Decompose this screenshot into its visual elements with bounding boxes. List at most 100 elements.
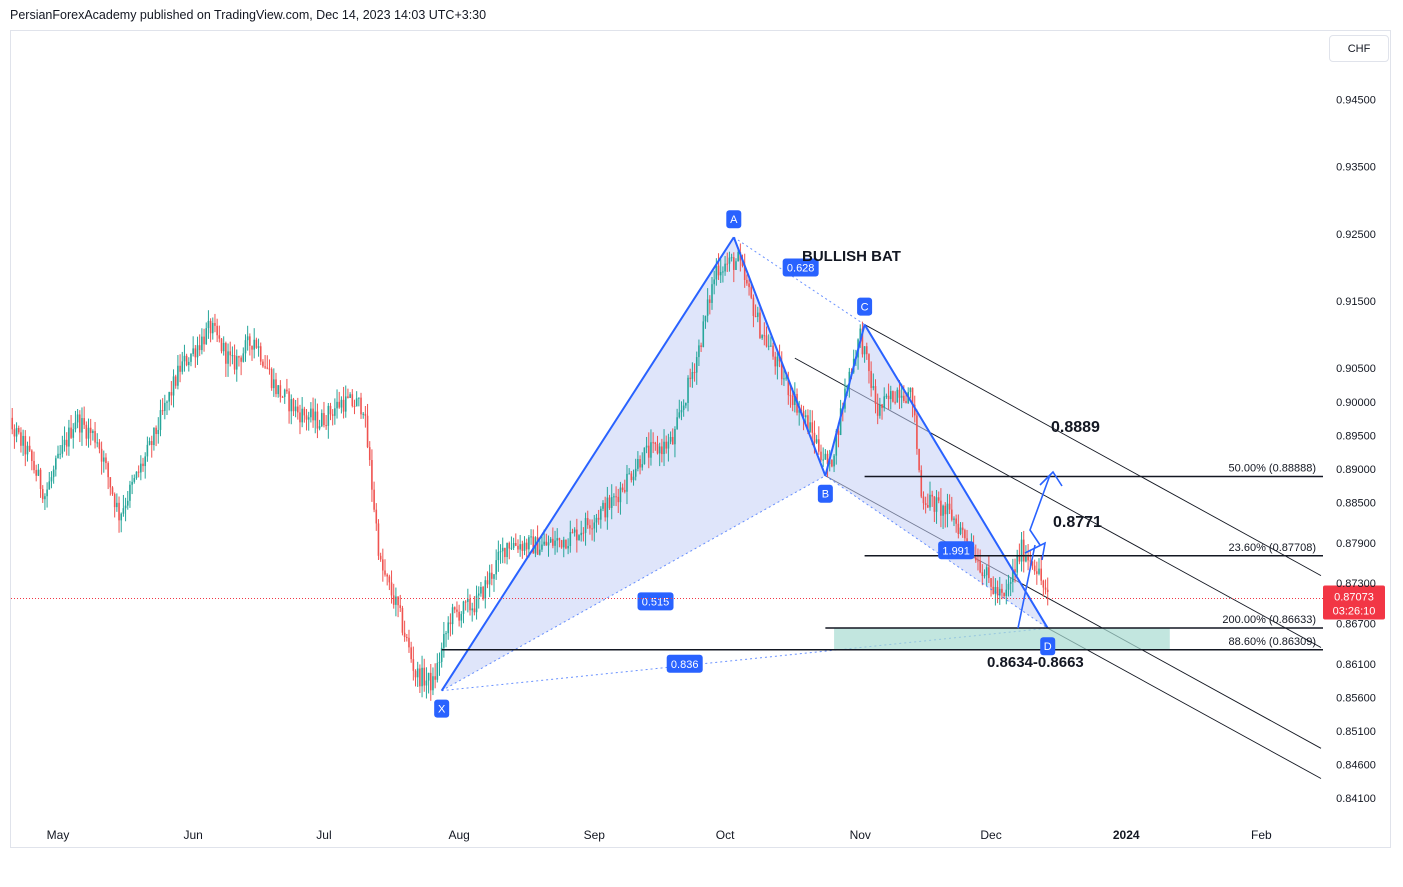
candle bbox=[96, 433, 99, 448]
candle-body bbox=[536, 537, 539, 555]
candle-body bbox=[94, 431, 96, 443]
y-tick-label: 0.89000 bbox=[1336, 464, 1376, 476]
candle-body bbox=[1031, 561, 1034, 566]
candle-body bbox=[848, 371, 851, 386]
candle bbox=[410, 641, 412, 663]
candle bbox=[933, 496, 936, 523]
candle bbox=[924, 496, 927, 514]
candle-body bbox=[861, 328, 864, 355]
x-tick-label: May bbox=[47, 828, 70, 842]
candle-body bbox=[469, 599, 471, 611]
candle-body bbox=[120, 513, 123, 521]
candle-body bbox=[900, 395, 903, 398]
candle bbox=[307, 411, 310, 431]
candle bbox=[482, 585, 484, 601]
candle-body bbox=[789, 395, 792, 397]
candle bbox=[517, 539, 519, 553]
candle bbox=[909, 387, 912, 399]
candle bbox=[111, 486, 114, 496]
candle-body bbox=[475, 595, 478, 613]
candle-body bbox=[283, 389, 286, 397]
candle bbox=[484, 576, 487, 609]
candle-body bbox=[31, 450, 33, 461]
candle bbox=[687, 375, 689, 412]
candle bbox=[772, 342, 774, 360]
candle bbox=[874, 379, 877, 414]
candle-body bbox=[942, 505, 944, 516]
candle bbox=[275, 372, 277, 398]
candle-body bbox=[401, 608, 404, 633]
candle-body bbox=[399, 605, 402, 609]
candle bbox=[375, 503, 378, 531]
currency-button[interactable]: CHF bbox=[1329, 35, 1389, 62]
candle-body bbox=[96, 442, 99, 444]
candle bbox=[233, 344, 236, 375]
candle bbox=[547, 535, 550, 557]
candle-body bbox=[1001, 588, 1003, 593]
candle bbox=[3, 399, 5, 423]
candle bbox=[164, 394, 166, 420]
candle bbox=[831, 459, 833, 468]
candle bbox=[146, 436, 149, 462]
candle bbox=[767, 334, 770, 351]
candle bbox=[512, 537, 515, 551]
candle bbox=[329, 402, 332, 421]
candle-body bbox=[229, 351, 232, 356]
target-label: 0.8771 bbox=[1053, 514, 1102, 531]
candle bbox=[643, 447, 646, 465]
candle-body bbox=[198, 345, 201, 351]
candle-body bbox=[637, 459, 639, 469]
candle-body bbox=[983, 575, 986, 577]
candle-body bbox=[667, 441, 670, 449]
candle bbox=[979, 549, 981, 574]
candle-body bbox=[98, 442, 101, 449]
ratio-badge-bg bbox=[666, 654, 703, 673]
candle bbox=[595, 513, 598, 533]
candle bbox=[667, 433, 670, 462]
candle-body bbox=[776, 356, 779, 367]
y-tick-label: 0.87900 bbox=[1336, 538, 1376, 550]
candle-body bbox=[948, 503, 951, 510]
candle-body bbox=[209, 320, 212, 334]
candle-body bbox=[482, 586, 484, 599]
candle bbox=[525, 538, 528, 558]
candle-body bbox=[957, 523, 960, 534]
candle bbox=[211, 317, 214, 340]
candle bbox=[883, 387, 886, 412]
candle bbox=[253, 328, 255, 359]
candle-body bbox=[1, 399, 3, 419]
candle-body bbox=[124, 505, 127, 509]
candle bbox=[460, 611, 463, 628]
candle-body bbox=[691, 372, 694, 379]
candle bbox=[94, 421, 96, 449]
candle-body bbox=[342, 399, 345, 412]
candle-body bbox=[770, 345, 772, 347]
candle-body bbox=[1003, 592, 1005, 596]
candle-body bbox=[743, 265, 746, 280]
candle-body bbox=[174, 376, 177, 386]
candle-body bbox=[626, 473, 628, 492]
candle bbox=[100, 441, 103, 475]
projection-arrowhead-2 bbox=[1039, 470, 1063, 487]
candle-body bbox=[774, 356, 777, 367]
candle-body bbox=[671, 436, 674, 445]
candle bbox=[360, 392, 362, 419]
candle-body bbox=[558, 538, 561, 541]
candle-body bbox=[748, 283, 750, 288]
candle bbox=[617, 488, 620, 513]
candle-body bbox=[916, 415, 918, 449]
candle bbox=[116, 493, 118, 512]
candle bbox=[102, 450, 105, 473]
candle-body bbox=[730, 257, 733, 259]
candle-body bbox=[157, 429, 160, 435]
price-axis: 0.94500 0.93500 0.92500 0.91500 0.90500 0.900… bbox=[1336, 95, 1376, 806]
candle-body bbox=[630, 473, 633, 481]
candle-body bbox=[868, 354, 870, 372]
candle-body bbox=[787, 377, 790, 396]
candle-body bbox=[288, 391, 290, 412]
candle-body bbox=[571, 532, 574, 534]
candle-body bbox=[680, 410, 683, 413]
point-label-d-bg bbox=[1040, 637, 1056, 656]
candle bbox=[560, 539, 563, 549]
